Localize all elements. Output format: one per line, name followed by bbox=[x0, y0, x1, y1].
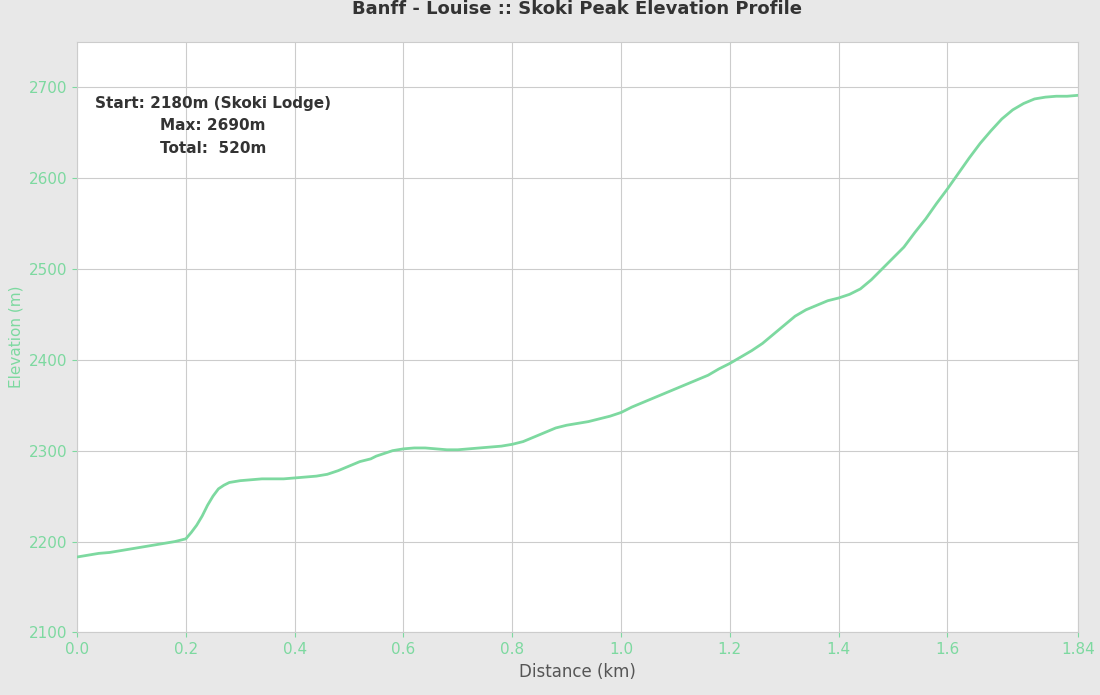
Y-axis label: Elevation (m): Elevation (m) bbox=[8, 286, 23, 389]
Text: Banff - Louise :: Skoki Peak Elevation Profile: Banff - Louise :: Skoki Peak Elevation P… bbox=[352, 0, 803, 18]
X-axis label: Distance (km): Distance (km) bbox=[519, 663, 636, 680]
Text: Start: 2180m (Skoki Lodge)
Max: 2690m
Total:  520m: Start: 2180m (Skoki Lodge) Max: 2690m To… bbox=[95, 96, 331, 156]
